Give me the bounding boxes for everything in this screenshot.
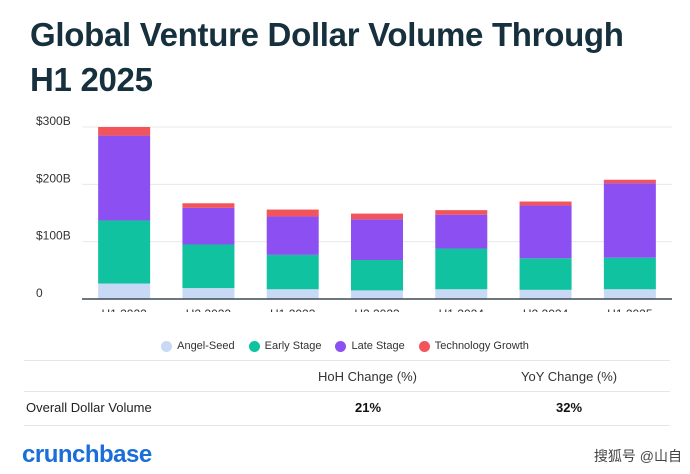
bar-stack — [182, 203, 235, 299]
bar-segment-angel-seed — [98, 283, 151, 299]
legend-label: Early Stage — [264, 340, 322, 352]
bar-stack — [98, 127, 151, 299]
y-tick-label: 0 — [36, 286, 43, 300]
table-divider-top — [24, 360, 670, 361]
bar-segment-late-stage — [351, 219, 403, 261]
bar-segment-angel-seed — [435, 289, 488, 299]
bar-segment-angel-seed — [603, 289, 656, 299]
legend-item: Angel-Seed — [161, 340, 235, 352]
bar-segment-late-stage — [519, 205, 572, 259]
row-label: Overall Dollar Volume — [26, 400, 152, 415]
bar-segment-late-stage — [266, 216, 319, 255]
bar-segment-early-stage — [435, 248, 488, 290]
bar-segment-technology-growth — [266, 209, 319, 217]
bar-segment-angel-seed — [182, 288, 235, 299]
bar-segment-technology-growth — [519, 201, 572, 206]
bar-segment-early-stage — [182, 244, 235, 289]
table-divider-mid — [24, 391, 670, 392]
legend-item: Technology Growth — [418, 340, 529, 352]
bar-segment-early-stage — [351, 260, 403, 291]
legend-label: Technology Growth — [434, 340, 529, 352]
legend-item: Early Stage — [248, 340, 322, 352]
legend-swatch — [161, 340, 173, 352]
y-tick-label: $100B — [36, 229, 71, 243]
bar-segment-technology-growth — [603, 179, 656, 184]
y-axis-ticks: 0 $100B $200B $300B — [36, 114, 71, 300]
bar-segment-early-stage — [98, 220, 151, 284]
x-tick-label: H1 2023 — [270, 307, 316, 312]
crunchbase-logo[interactable]: crunchbase — [22, 441, 152, 468]
legend: Angel-Seed Early Stage Late Stage Technolog… — [0, 338, 690, 354]
yoy-header: YoY Change (%) — [521, 369, 618, 384]
bar-segment-technology-growth — [435, 210, 488, 215]
legend-item: Late Stage — [335, 340, 405, 352]
bar-segment-angel-seed — [519, 289, 572, 299]
bar-segment-early-stage — [519, 258, 572, 290]
x-tick-label: H2 2022 — [186, 307, 232, 312]
legend-swatch — [418, 340, 430, 352]
chart-title: Global Venture Dollar Volume Through H1 … — [30, 16, 624, 98]
bar-stack — [266, 209, 319, 299]
y-tick-label: $300B — [36, 114, 71, 128]
legend-swatch — [248, 340, 260, 352]
bars — [98, 127, 656, 299]
bar-segment-angel-seed — [351, 290, 403, 299]
hoh-value: 21% — [355, 400, 382, 415]
bar-stack — [351, 213, 403, 299]
legend-label: Angel-Seed — [177, 340, 235, 352]
bar-segment-late-stage — [98, 135, 151, 221]
bar-segment-early-stage — [266, 254, 319, 290]
hoh-header: HoH Change (%) — [318, 369, 417, 384]
bar-segment-early-stage — [603, 257, 656, 290]
x-tick-label: H1 2022 — [101, 307, 147, 312]
yoy-value: 32% — [556, 400, 583, 415]
x-tick-label: H1 2024 — [439, 307, 485, 312]
watermark: 搜狐号 @山自 — [593, 448, 682, 464]
bar-chart: 0 $100B $200B $300B H1 2022 H2 2022 H1 2023 H2… — [36, 114, 672, 312]
bar-segment-late-stage — [603, 183, 656, 258]
y-tick-label: $200B — [36, 171, 71, 185]
bar-stack — [519, 201, 572, 299]
bar-segment-angel-seed — [266, 289, 319, 299]
x-tick-label: H2 2023 — [354, 307, 400, 312]
bar-segment-technology-growth — [182, 203, 235, 208]
x-tick-label: H1 2025 — [607, 307, 653, 312]
bar-stack — [435, 210, 488, 299]
bar-segment-technology-growth — [351, 213, 403, 220]
bar-segment-late-stage — [182, 207, 235, 245]
legend-swatch — [335, 340, 347, 352]
bar-segment-technology-growth — [98, 127, 151, 136]
x-tick-label: H2 2024 — [523, 307, 569, 312]
table-divider-bottom — [24, 425, 670, 426]
bar-stack — [603, 179, 656, 299]
legend-label: Late Stage — [351, 340, 405, 352]
x-axis-ticks: H1 2022 H2 2022 H1 2023 H2 2023 H1 2024 H2 20… — [101, 307, 652, 312]
bar-segment-late-stage — [435, 214, 488, 249]
